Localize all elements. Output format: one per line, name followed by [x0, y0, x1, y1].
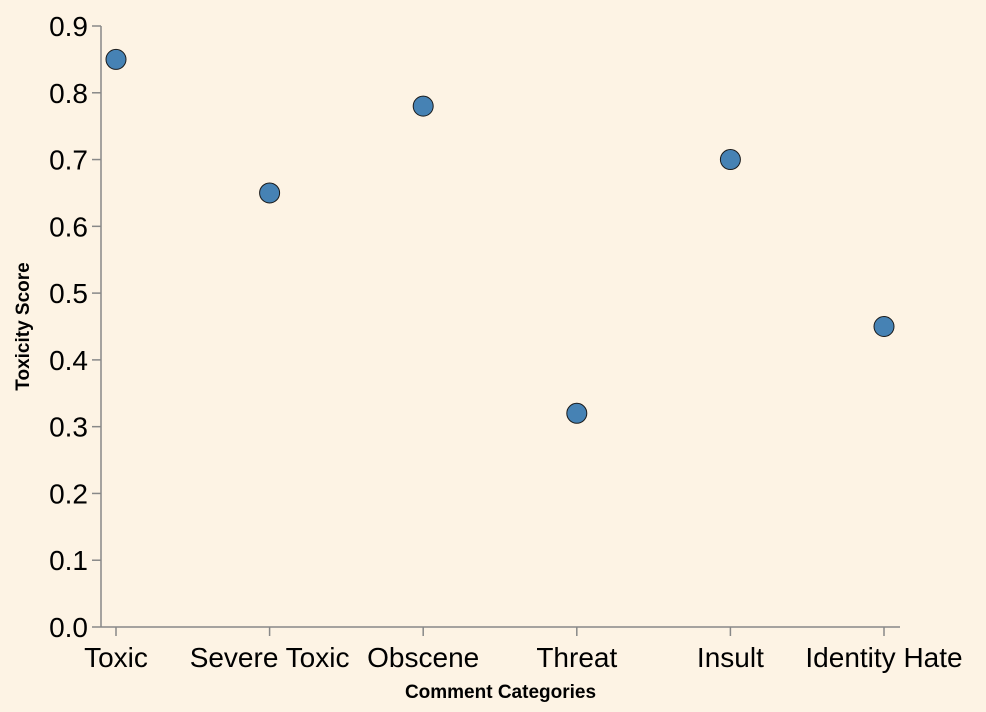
y-tick-label: 0.8: [49, 78, 88, 109]
x-axis-title: Comment Categories: [405, 682, 596, 703]
y-tick-label: 0.7: [49, 145, 88, 176]
y-tick-label: 0.4: [49, 345, 88, 376]
data-point: [412, 95, 434, 117]
y-tick-label: 0.5: [49, 278, 88, 309]
y-axis: 0.0 0.1 0.2 0.3 0.4 0.5 0.6 0.7 0.8 0.9: [49, 11, 102, 643]
y-tick-label: 0.6: [49, 211, 88, 242]
data-point: [566, 402, 588, 424]
data-point: [105, 48, 127, 70]
x-tick-label: Threat: [536, 642, 617, 673]
x-tick-label: Toxic: [84, 642, 148, 673]
y-tick-label: 0.0: [49, 612, 88, 643]
y-axis-title: Toxicity Score: [13, 262, 34, 390]
y-tick-label: 0.3: [49, 412, 88, 443]
y-tick-label: 0.9: [49, 11, 88, 42]
y-tick-label: 0.2: [49, 478, 88, 509]
y-tick-label: 0.1: [49, 545, 88, 576]
x-axis: Toxic Severe Toxic Obscene Threat Insult Iden…: [84, 626, 963, 673]
data-point: [719, 149, 741, 171]
x-tick-label: Severe Toxic: [190, 642, 350, 673]
data-point: [873, 316, 895, 337]
x-tick-label: Obscene: [367, 642, 479, 673]
x-tick-label: Identity Hate: [805, 642, 962, 673]
data-point: [259, 182, 281, 204]
x-tick-label: Insult: [697, 642, 764, 673]
data-points: [105, 48, 895, 424]
